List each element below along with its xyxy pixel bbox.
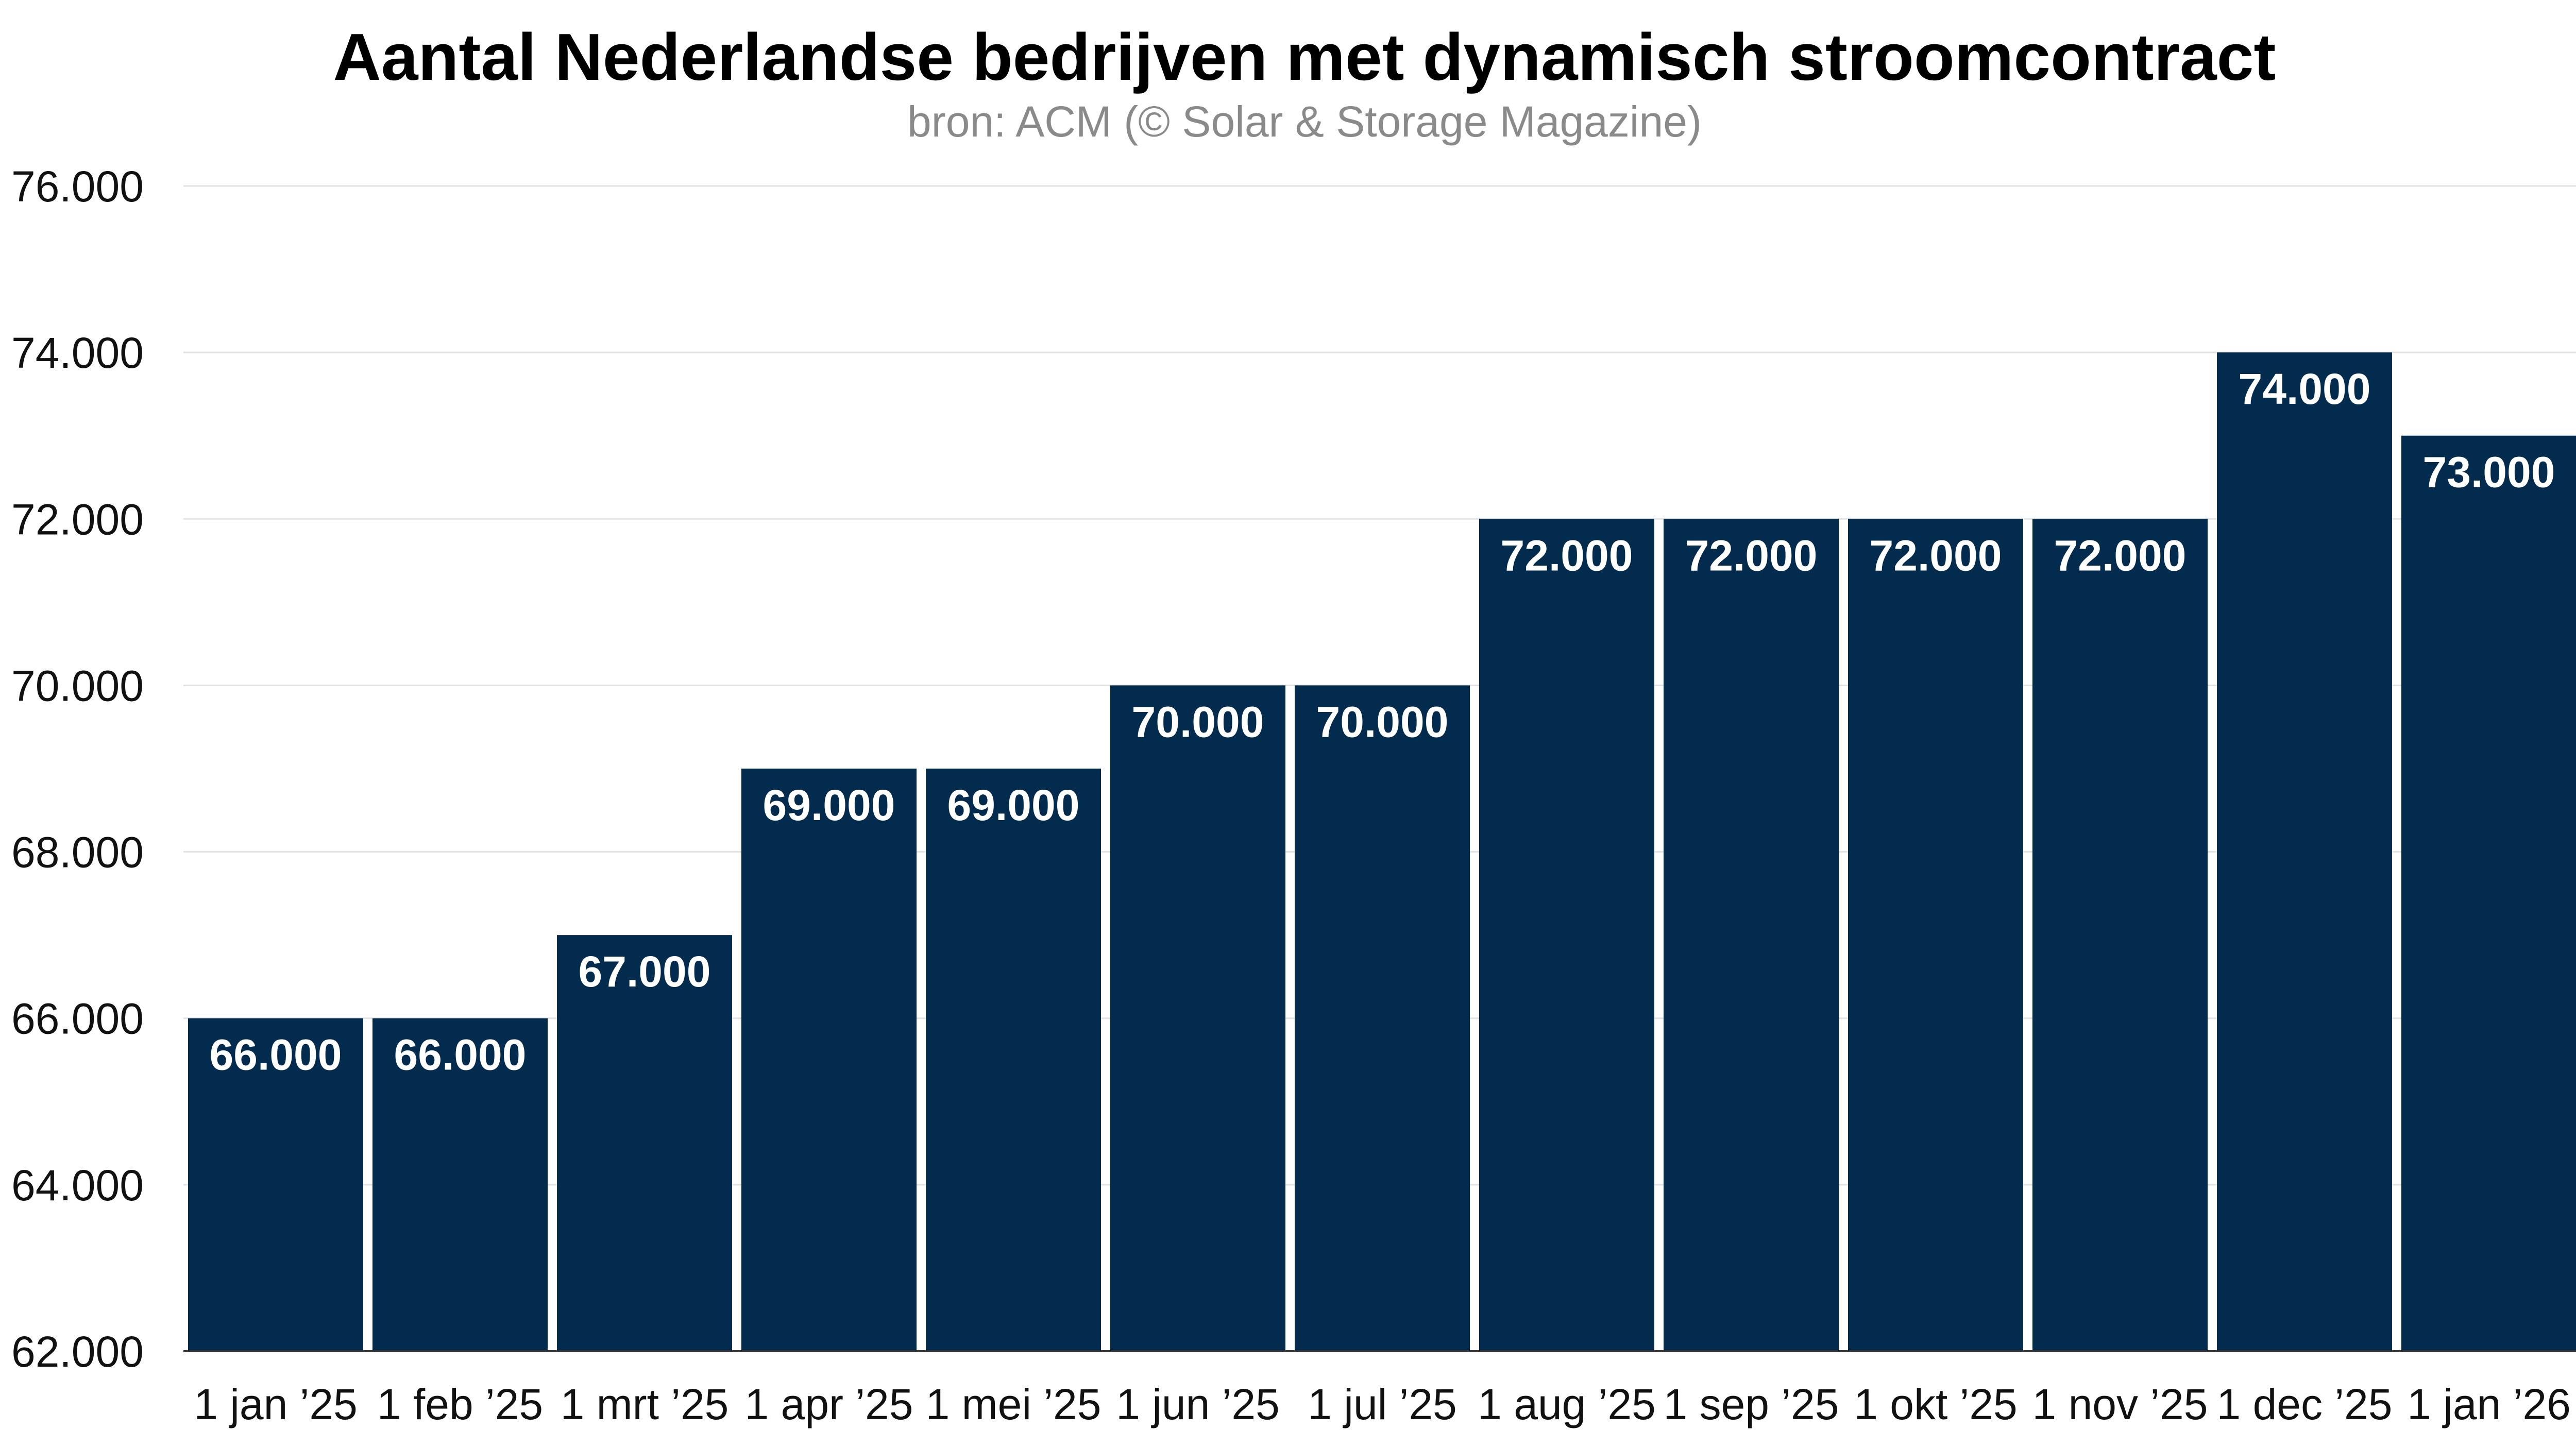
x-tick-label: 1 mrt ’25 xyxy=(561,1380,729,1428)
x-tick-label: 1 mei ’25 xyxy=(926,1380,1101,1428)
y-tick-label: 70.000 xyxy=(11,661,144,710)
y-tick-label: 76.000 xyxy=(11,162,144,211)
x-tick-label: 1 jul ’25 xyxy=(1308,1380,1457,1428)
bar-value-label: 66.000 xyxy=(394,1031,527,1079)
bar-value-label: 72.000 xyxy=(1870,531,2002,580)
bar-value-labels: 66.000 66.000 67.000 69.000 69.000 70.000 70.0… xyxy=(210,365,2555,1079)
bar xyxy=(2032,519,2208,1352)
bar xyxy=(1848,519,2023,1352)
x-tick-label: 1 sep ’25 xyxy=(1664,1380,1839,1428)
bar xyxy=(557,935,732,1351)
bar xyxy=(2401,435,2576,1351)
bar xyxy=(1664,519,1839,1352)
x-tick-label: 1 apr ’25 xyxy=(745,1380,913,1428)
y-tick-label: 68.000 xyxy=(11,828,144,877)
x-tick-label: 1 okt ’25 xyxy=(1854,1380,2018,1428)
x-tick-label: 1 nov ’25 xyxy=(2032,1380,2208,1428)
bar-value-label: 70.000 xyxy=(1132,698,1264,746)
chart-title: Aantal Nederlandse bedrijven met dynamis… xyxy=(333,20,2276,94)
bar-value-label: 72.000 xyxy=(1685,531,1818,580)
x-tick-label: 1 dec ’25 xyxy=(2217,1380,2393,1428)
y-tick-label: 74.000 xyxy=(11,329,144,377)
bar xyxy=(2217,352,2392,1352)
bar xyxy=(741,769,917,1351)
bar-value-label: 72.000 xyxy=(2054,531,2187,580)
x-axis-ticks: 1 jan ’25 1 feb ’25 1 mrt ’25 1 apr ’25 1 me… xyxy=(183,1350,2576,1428)
chart-subtitle: bron: ACM (© Solar & Storage Magazine) xyxy=(907,97,1702,146)
bar xyxy=(1110,685,1285,1351)
bar-value-label: 67.000 xyxy=(579,947,711,996)
x-tick-label: 1 aug ’25 xyxy=(1478,1380,1656,1428)
bar xyxy=(188,1018,363,1351)
y-tick-label: 72.000 xyxy=(11,495,144,543)
bar-value-label: 74.000 xyxy=(2239,365,2371,413)
bar-value-label: 66.000 xyxy=(210,1031,342,1079)
bar-value-label: 69.000 xyxy=(763,781,895,829)
y-tick-label: 62.000 xyxy=(11,1328,144,1376)
bars xyxy=(188,352,2576,1352)
x-tick-label: 1 jun ’25 xyxy=(1116,1380,1280,1428)
bar xyxy=(372,1018,548,1351)
bar xyxy=(1479,519,1654,1352)
x-tick-label: 1 jan ’25 xyxy=(194,1380,358,1428)
x-tick-label: 1 feb ’25 xyxy=(377,1380,543,1428)
bar-value-label: 69.000 xyxy=(947,781,1080,829)
y-tick-label: 64.000 xyxy=(11,1161,144,1210)
y-axis-ticks: 62.000 64.000 66.000 68.000 70.000 72.000 74.0… xyxy=(11,162,144,1376)
bar-value-label: 72.000 xyxy=(1501,531,1633,580)
x-tick-label: 1 jan ’26 xyxy=(2407,1380,2571,1428)
y-tick-label: 66.000 xyxy=(11,995,144,1043)
bar-value-label: 70.000 xyxy=(1316,698,1449,746)
bar-value-label: 73.000 xyxy=(2423,448,2555,497)
bar xyxy=(926,769,1101,1351)
bar xyxy=(1295,685,1470,1351)
